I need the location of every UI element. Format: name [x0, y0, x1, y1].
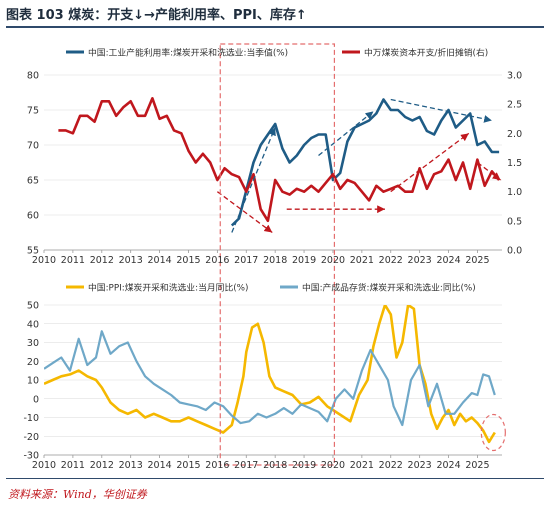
- top-right-tick-label: 1.5: [507, 158, 522, 169]
- top-x-tick-label: 2025: [465, 255, 489, 266]
- top-left-tick-label: 75: [27, 106, 39, 117]
- top-x-tick-label: 2016: [205, 255, 229, 266]
- top-chart-series: [58, 97, 501, 227]
- navy-trend-arrow: [318, 110, 374, 157]
- top-right-tick-label: 0.5: [507, 216, 522, 227]
- bottom-left-tick-label: 20: [27, 357, 39, 368]
- top-left-tick-label: 70: [27, 141, 39, 152]
- bottom-x-tick-label: 2011: [61, 460, 85, 471]
- top-x-tick-label: 2024: [436, 255, 460, 266]
- red-trend-arrow: [390, 132, 470, 193]
- top-right-tick-label: 0.0: [507, 246, 522, 257]
- top-chart-grid: [43, 74, 502, 253]
- inventory-yoy-line: [44, 330, 496, 427]
- legend-label-inventory: 中国:产成品存货:煤炭开采和洗选业:同比(%): [302, 282, 476, 294]
- bottom-x-tick-label: 2019: [292, 460, 316, 471]
- top-x-tick-label: 2017: [234, 255, 258, 266]
- legend-label-capacity: 中国:工业产能利用率:煤炭开采和洗选业:当季值(%): [88, 47, 288, 59]
- top-x-tick-label: 2011: [61, 255, 85, 266]
- capacity-utilization-line: [230, 98, 500, 227]
- bottom-x-tick-label: 2018: [263, 460, 287, 471]
- top-x-tick-label: 2019: [292, 255, 316, 266]
- bottom-left-tick-label: -20: [23, 432, 39, 443]
- capex-ratio-line: [58, 97, 501, 223]
- top-x-tick-label: 2022: [379, 255, 403, 266]
- legend-label-capex: 中万煤炭资本开支/折旧摊销(右): [364, 47, 488, 59]
- source-note: 资料来源：Wind，华创证券: [8, 488, 147, 501]
- top-right-tick-label: 1.0: [507, 187, 522, 198]
- top-x-tick-label: 2018: [263, 255, 287, 266]
- top-right-tick-label: 2.5: [507, 100, 522, 111]
- bottom-left-tick-label: 50: [27, 301, 39, 312]
- footer-rule: [6, 478, 544, 479]
- top-left-tick-label: 80: [27, 71, 39, 82]
- bottom-left-tick-label: 40: [27, 319, 39, 330]
- trend-arrows: [216, 98, 501, 234]
- bottom-left-tick-label: 30: [27, 338, 39, 349]
- bottom-x-tick-label: 2012: [90, 460, 114, 471]
- top-x-tick-label: 2023: [408, 255, 432, 266]
- highlight-overlays: [219, 43, 506, 466]
- bottom-left-tick-label: -30: [23, 451, 39, 462]
- title-rule: [6, 26, 544, 28]
- top-x-tick-label: 2021: [350, 255, 374, 266]
- bottom-x-tick-label: 2010: [32, 460, 56, 471]
- bottom-x-tick-label: 2017: [234, 460, 258, 471]
- red-trend-arrow: [477, 161, 501, 181]
- highlight-recent-ellipse: [480, 413, 506, 452]
- bottom-x-tick-label: 2021: [350, 460, 374, 471]
- chart-title: 图表 103 煤炭：开支↓→产能利用率、PPI、库存↑: [6, 8, 307, 23]
- top-x-tick-label: 2014: [147, 255, 171, 266]
- top-x-tick-label: 2010: [32, 255, 56, 266]
- legend-label-ppi: 中国:PPI:煤炭开采和洗选业:当月同比(%): [88, 282, 248, 294]
- bottom-chart-series: [44, 305, 496, 444]
- navy-trend-arrow: [231, 127, 276, 233]
- highlight-period-box: [219, 43, 336, 466]
- top-right-tick-label: 3.0: [507, 71, 522, 82]
- bottom-x-tick-label: 2020: [321, 460, 345, 471]
- top-x-tick-label: 2012: [90, 255, 114, 266]
- red-trend-arrow: [216, 191, 273, 234]
- bottom-x-tick-label: 2014: [147, 460, 171, 471]
- bottom-left-tick-label: 10: [27, 376, 39, 387]
- top-right-tick-label: 2.0: [507, 129, 522, 140]
- navy-trend-arrow: [390, 98, 493, 123]
- top-left-tick-label: 65: [27, 176, 39, 187]
- legends: 中国:工业产能利用率:煤炭开采和洗选业:当季值(%) 中万煤炭资本开支/折旧摊销(…: [66, 47, 488, 294]
- bottom-x-tick-label: 2023: [408, 460, 432, 471]
- bottom-x-tick-label: 2015: [176, 460, 200, 471]
- bottom-x-tick-label: 2016: [205, 460, 229, 471]
- bottom-x-tick-label: 2024: [436, 460, 460, 471]
- top-left-tick-label: 55: [27, 246, 39, 257]
- top-left-tick-label: 60: [27, 211, 39, 222]
- top-x-tick-label: 2013: [119, 255, 143, 266]
- top-x-tick-label: 2020: [321, 255, 345, 266]
- bottom-left-tick-label: 0: [33, 394, 39, 405]
- top-x-tick-label: 2015: [176, 255, 200, 266]
- bottom-x-tick-label: 2022: [379, 460, 403, 471]
- ppi-yoy-line: [44, 305, 496, 444]
- bottom-left-tick-label: -10: [23, 413, 39, 424]
- bottom-x-tick-label: 2025: [465, 460, 489, 471]
- bottom-x-tick-label: 2013: [119, 460, 143, 471]
